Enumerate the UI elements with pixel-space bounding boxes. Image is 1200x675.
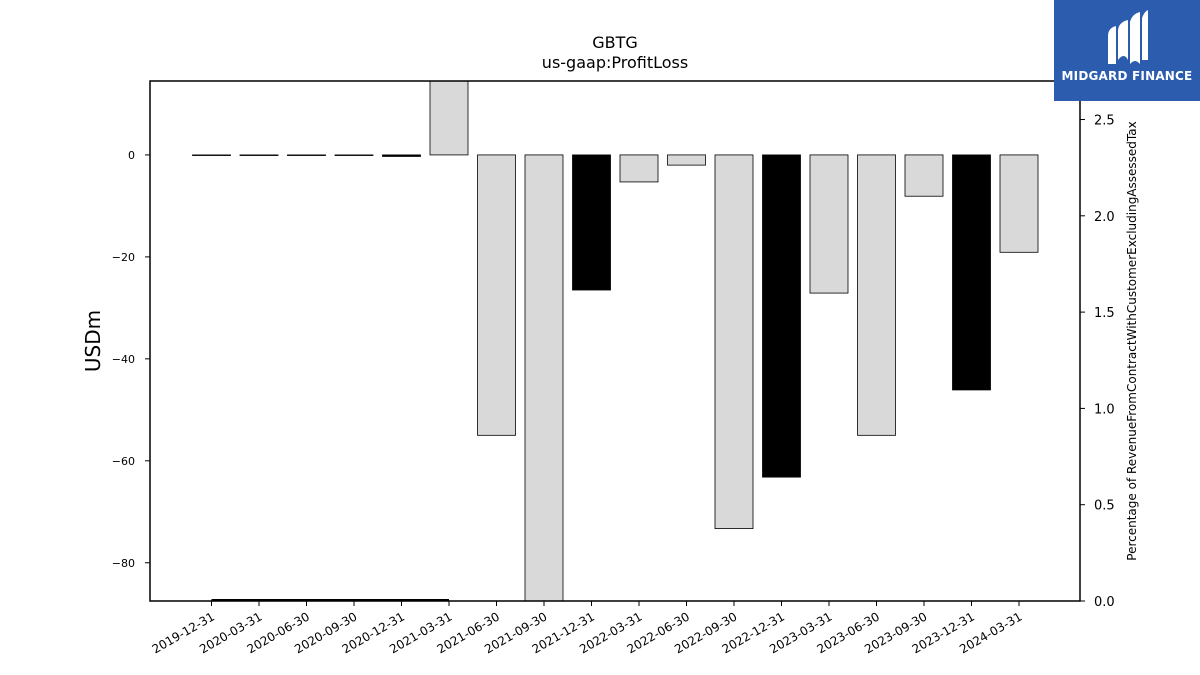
bar-2020-12-31 bbox=[382, 154, 421, 157]
chart-title: GBTG bbox=[592, 33, 638, 52]
y-tick-label: −40 bbox=[112, 353, 135, 366]
bar-2021-03-31 bbox=[429, 80, 469, 156]
bar-2022-03-31 bbox=[619, 154, 659, 183]
bar-2023-12-31 bbox=[952, 154, 991, 391]
bar-2023-09-30 bbox=[904, 154, 944, 197]
bar-2024-03-31 bbox=[999, 154, 1039, 253]
y2-axis-ticks: 0.0 0.5 1.0 1.5 2.0 2.5 bbox=[1080, 114, 1115, 610]
y2-tick-label: 2.5 bbox=[1094, 114, 1115, 129]
bar-2023-03-31 bbox=[809, 154, 849, 294]
bar-2022-12-31 bbox=[762, 154, 801, 478]
bar-2023-06-30 bbox=[857, 154, 896, 436]
chart-subtitle: us-gaap:ProfitLoss bbox=[542, 53, 688, 72]
y2-axis-label: Percentage of RevenueFromContractWithCus… bbox=[1125, 121, 1139, 560]
brand-logo: MIDGARD FINANCE bbox=[1054, 0, 1200, 101]
bar-2020-06-30 bbox=[287, 154, 326, 156]
bar-2022-09-30 bbox=[714, 154, 754, 530]
plot-frame bbox=[149, 80, 1081, 602]
bar-2022-06-30 bbox=[667, 154, 706, 166]
y2-tick-label: 2.0 bbox=[1094, 210, 1115, 225]
y-tick-label: −60 bbox=[112, 455, 135, 468]
bars-layer bbox=[192, 80, 1039, 602]
y-axis-ticks: 0 −20 −40 −60 −80 bbox=[112, 149, 150, 570]
midgard-logo-icon bbox=[1108, 10, 1148, 64]
y-tick-label: 0 bbox=[128, 149, 135, 162]
bar-2020-03-31 bbox=[239, 154, 279, 156]
logo-text: MIDGARD FINANCE bbox=[1061, 69, 1193, 83]
y2-tick-label: 0.5 bbox=[1094, 499, 1115, 514]
y-tick-label: −20 bbox=[112, 251, 135, 264]
bar-2021-06-30 bbox=[477, 154, 516, 436]
bar-2021-09-30 bbox=[524, 154, 564, 602]
y2-tick-label: 0.0 bbox=[1094, 595, 1115, 610]
bar-2020-09-30 bbox=[334, 154, 374, 156]
y2-tick-label: 1.0 bbox=[1094, 402, 1115, 417]
y2-tick-label: 1.5 bbox=[1094, 306, 1115, 321]
bar-2021-12-31 bbox=[572, 154, 611, 291]
y-tick-label: −80 bbox=[112, 557, 135, 570]
x-axis-ticks: 2019-12-312020-03-312020-06-302020-09-30… bbox=[150, 601, 1025, 656]
bar-2019-12-31 bbox=[192, 154, 231, 156]
y-axis-label: USDm bbox=[81, 310, 105, 372]
